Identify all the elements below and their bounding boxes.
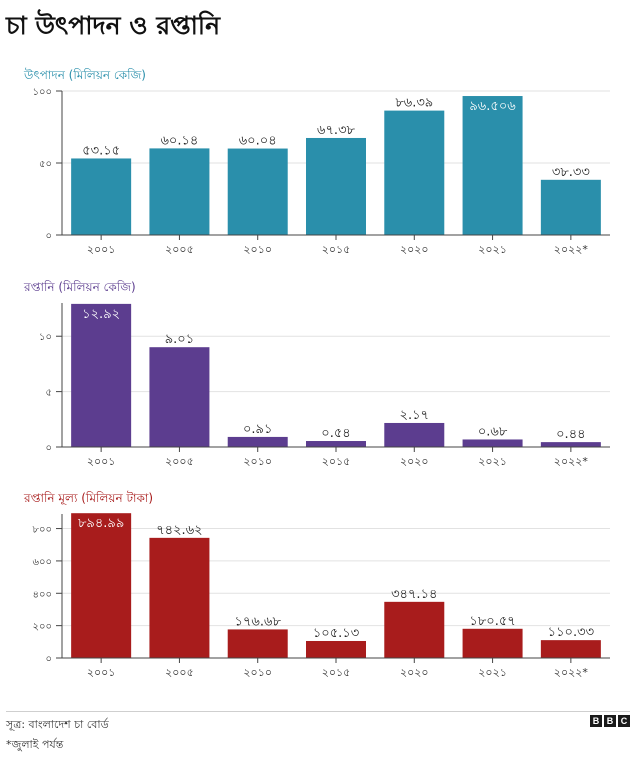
x-tick-label: ২০১০: [243, 243, 272, 256]
x-tick-label: ২০২২*: [554, 455, 589, 468]
data-label: ০.৫৪: [321, 426, 350, 441]
bar: [540, 640, 601, 658]
bar: [227, 629, 288, 658]
data-label: ১২.৯২: [82, 307, 120, 322]
bar: [71, 303, 132, 447]
y-tick-label: ০: [45, 443, 52, 454]
y-tick-label: ৬০০: [32, 557, 52, 568]
x-tick-label: ২০২০: [400, 455, 429, 468]
production-chart-title: উৎপাদন (মিলিয়ন কেজি): [24, 68, 146, 82]
x-tick-label: ২০০১: [87, 666, 116, 679]
bar: [71, 158, 132, 235]
bar: [540, 442, 601, 447]
data-label: ৮৯৪.৯৯: [78, 516, 124, 531]
source-text: সূত্র: বাংলাদেশ চা বোর্ড: [6, 718, 109, 731]
x-tick-label: ২০২১: [478, 666, 507, 679]
bbc-logo: B B C: [590, 715, 630, 727]
x-tick-label: ২০২১: [478, 243, 507, 256]
data-label: ১৭৬.৬৮: [235, 614, 282, 629]
data-label: ৬০.০৪: [239, 134, 277, 149]
y-tick-label: ০: [45, 231, 52, 242]
bar: [149, 347, 210, 447]
x-tick-label: ২০২১: [478, 455, 507, 468]
data-label: ০.৯১: [243, 422, 272, 437]
data-label: ২.১৭: [400, 408, 429, 423]
bar: [306, 640, 366, 658]
export-chart: ০ ৫ ১০ ১২.৯২ ২০০১ ৯.০১ ২০০৫ ০.৯১ ২০১০ ০.৫৪ ২০১৫ ২.১…: [39, 303, 610, 468]
bar: [384, 110, 445, 235]
page-title: চা উৎপাদন ও রপ্তানি: [6, 11, 220, 40]
bar: [462, 439, 523, 447]
footer-divider: [6, 711, 630, 712]
data-label: ৬৭.৩৮: [317, 123, 355, 138]
x-tick-label: ২০০১: [87, 455, 116, 468]
logo-letter: B: [590, 715, 602, 727]
production-chart: ০ ৫০ ১০০ ৫৩.১৫ ২০০১ ৬০.১৪ ২০০৫ ৬০.০৪ ২০১০ ৬৭.৩৮ ২০…: [33, 87, 610, 256]
data-label: ১০৫.১৩: [313, 626, 359, 641]
data-label: ৯৬.৫০৬: [469, 99, 516, 114]
x-tick-label: ২০০৫: [165, 455, 194, 468]
x-tick-label: ২০১৫: [322, 243, 351, 256]
x-tick-label: ২০০৫: [165, 243, 194, 256]
data-label: ৩৮.৩৩: [552, 165, 590, 180]
bar: [306, 137, 366, 235]
x-tick-label: ২০২০: [400, 243, 429, 256]
y-tick-label: ১০: [39, 332, 52, 343]
data-label: ৯.০১: [165, 332, 194, 347]
y-tick-label: ২০০: [32, 622, 52, 633]
data-label: ০.৪৪: [556, 427, 585, 442]
x-tick-label: ২০১০: [243, 455, 272, 468]
export-value-chart-title: রপ্তানি মূল্য (মিলিয়ন টাকা): [24, 491, 154, 505]
bar: [384, 422, 445, 447]
data-label: ১৮০.৫৭: [469, 614, 515, 629]
data-label: ০.৬৮: [478, 424, 508, 439]
data-label: ৩৪৭.১৪: [391, 587, 437, 602]
x-tick-label: ২০১৫: [322, 666, 351, 679]
data-label: ৬০.১৪: [160, 133, 198, 148]
bar: [540, 179, 601, 235]
logo-letter: B: [604, 715, 616, 727]
data-label: ১১০.৩৩: [548, 625, 594, 640]
x-tick-label: ২০১০: [243, 666, 272, 679]
bar: [71, 513, 132, 658]
footnote-text: *জুলাই পর্যন্ত: [6, 738, 64, 751]
bar: [227, 148, 288, 235]
x-tick-label: ২০০১: [87, 243, 116, 256]
bar: [149, 537, 210, 658]
y-tick-label: ০: [45, 654, 52, 665]
bar: [227, 436, 288, 447]
y-tick-label: ৮০০: [33, 525, 53, 536]
y-tick-label: ৪০০: [33, 589, 53, 600]
export-chart-title: রপ্তানি (মিলিয়ন কেজি): [24, 280, 136, 294]
data-label: ৭৪২.৬২: [156, 523, 202, 538]
y-tick-label: ৫০: [39, 159, 52, 170]
bar: [384, 601, 445, 658]
y-tick-label: ৫: [46, 388, 53, 399]
bar: [462, 96, 523, 235]
data-label: ৫৩.১৫: [82, 143, 120, 158]
data-label: ৮৬.৩৯: [395, 96, 433, 111]
bar: [149, 148, 210, 235]
y-tick-label: ১০০: [33, 87, 53, 98]
bar: [462, 628, 523, 658]
logo-letter: C: [618, 715, 630, 727]
x-tick-label: ২০২২*: [554, 666, 589, 679]
export-value-chart: ০ ২০০ ৪০০ ৬০০ ৮০০ ৮৯৪.৯৯ ২০০১ ৭৪২.৬২ ২০০৫ ১৭৬.৬৮ ২…: [32, 513, 610, 679]
x-tick-label: ২০২২*: [554, 243, 589, 256]
bar: [306, 441, 366, 447]
x-tick-label: ২০০৫: [165, 666, 194, 679]
x-tick-label: ২০১৫: [322, 455, 351, 468]
x-tick-label: ২০২০: [400, 666, 429, 679]
